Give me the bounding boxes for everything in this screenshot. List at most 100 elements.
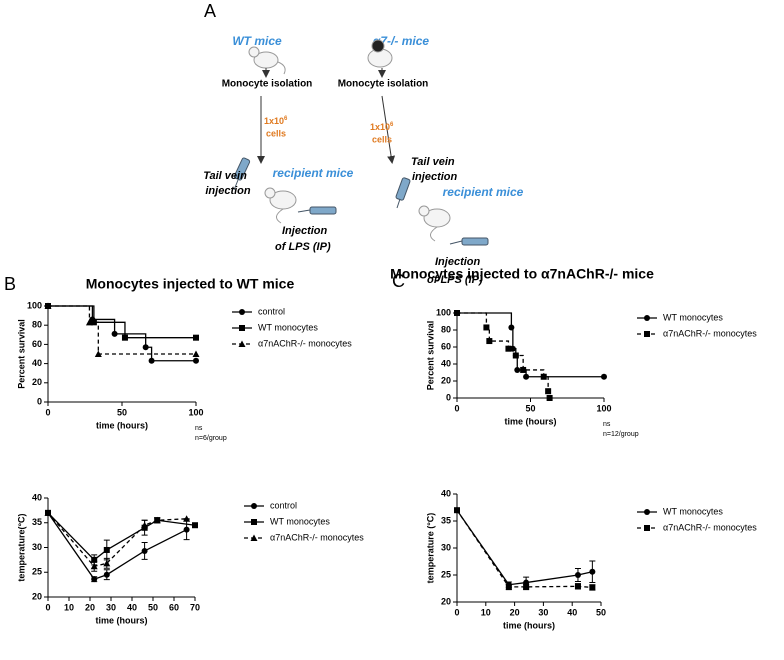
- y-tick-label: 20: [441, 375, 451, 385]
- chart: 0 50 100 0 20 40 60 80 100 time (hours) Percent su…: [16, 276, 352, 442]
- y-tick-label: 20: [32, 591, 42, 601]
- series-line: [47, 512, 196, 561]
- y-tick-label: 60: [441, 341, 451, 351]
- legend-marker: [644, 315, 650, 321]
- x-axis-label: time (hours): [504, 416, 556, 426]
- legend-marker: [238, 340, 246, 347]
- challenge: Injection: [282, 225, 328, 237]
- chart-title: Monocytes injected to WT mice: [86, 276, 295, 292]
- x-tick-label: 0: [45, 407, 50, 417]
- challenge: Injection: [435, 256, 481, 268]
- recipient: recipient mice: [273, 166, 354, 180]
- marker: [512, 352, 519, 359]
- marker: [505, 345, 512, 352]
- marker: [153, 516, 161, 524]
- x-tick-label: 100: [596, 403, 611, 413]
- marker: [91, 556, 98, 563]
- y-axis-label: temperature (°C): [425, 513, 435, 584]
- donor: α7-/- mice: [373, 34, 429, 48]
- diagram: A WT mice Monocyte isolation 1x106 cells…: [203, 1, 523, 286]
- series-line: [47, 512, 187, 580]
- y-tick-label: 35: [441, 515, 451, 525]
- x-tick-label: 0: [454, 403, 459, 413]
- marker: [85, 318, 93, 326]
- legend-label: WT monocytes: [663, 312, 723, 322]
- x-tick-label: 50: [525, 403, 535, 413]
- legend-label: WT monocytes: [663, 506, 723, 516]
- x-tick-label: 40: [567, 607, 577, 617]
- x-tick-label: 0: [45, 602, 50, 612]
- dose-unit: cells: [266, 128, 286, 138]
- annotation: ns: [603, 421, 611, 428]
- dose: 1x106: [264, 116, 288, 127]
- marker: [90, 562, 98, 570]
- marker: [574, 572, 581, 578]
- y-tick-label: 40: [441, 358, 451, 368]
- marker: [94, 350, 102, 357]
- marker: [545, 388, 552, 395]
- x-tick-label: 50: [117, 407, 127, 417]
- legend-label: WT monocytes: [258, 322, 318, 332]
- legend-marker: [251, 519, 257, 525]
- legend-label: control: [258, 306, 285, 316]
- series-line: [456, 509, 593, 586]
- marker: [520, 366, 527, 373]
- marker: [121, 334, 128, 341]
- legend-marker: [239, 325, 245, 331]
- marker: [183, 515, 191, 522]
- legend-marker: [644, 525, 650, 531]
- marker: [90, 319, 97, 326]
- route: Tail vein: [411, 156, 455, 168]
- series-line: [48, 305, 196, 339]
- marker: [141, 521, 149, 529]
- dose-base: 1x10: [264, 116, 284, 126]
- x-tick-label: 50: [148, 602, 158, 612]
- marker: [44, 509, 52, 516]
- marker: [193, 357, 199, 364]
- marker: [546, 395, 553, 401]
- legend-label: α7nAChR-/- monocytes: [663, 328, 757, 338]
- legend-label: α7nAChR-/- monocytes: [258, 338, 352, 348]
- panel-label: B: [4, 274, 16, 294]
- y-tick-label: 0: [446, 392, 451, 402]
- x-tick-label: 20: [85, 602, 95, 612]
- legend-marker: [250, 534, 258, 541]
- annotation: ns: [195, 425, 203, 432]
- x-axis-label: time (hours): [96, 420, 148, 430]
- annotation: n=6/group: [195, 435, 227, 442]
- mouse-icon: [367, 39, 393, 68]
- legend-label: control: [270, 500, 297, 510]
- chart-title: Monocytes injected to α7nAChR-/- mice: [390, 266, 654, 282]
- isolation: Monocyte isolation: [222, 79, 313, 90]
- marker: [192, 350, 200, 357]
- dose-base: 1x10: [370, 122, 390, 132]
- series-line: [48, 305, 196, 355]
- chart: 0 50 100 0 20 40 60 80 100 time (hours) Percent su…: [390, 266, 757, 438]
- syringe: [395, 177, 411, 209]
- marker: [523, 373, 530, 380]
- x-tick-label: 40: [127, 602, 137, 612]
- legend-marker: [644, 509, 650, 515]
- y-tick-label: 20: [32, 377, 42, 387]
- marker: [508, 324, 515, 331]
- panel-label: C: [392, 271, 405, 291]
- y-axis-label: Percent survival: [16, 319, 26, 389]
- series-line: [48, 305, 196, 362]
- route: Tail vein: [203, 170, 247, 182]
- y-tick-label: 30: [441, 542, 451, 552]
- y-axis-label: Percent survival: [425, 321, 435, 391]
- series-line: [457, 312, 551, 398]
- y-tick-label: 30: [32, 542, 42, 552]
- dose-exponent: 6: [390, 122, 394, 128]
- dose: 1x106: [370, 122, 394, 133]
- x-tick-label: 10: [64, 602, 74, 612]
- x-tick-label: 60: [169, 602, 179, 612]
- marker: [514, 366, 521, 373]
- syringe: [449, 237, 489, 246]
- marker: [103, 571, 110, 578]
- series-line: [457, 312, 604, 378]
- isolation: Monocyte isolation: [338, 79, 429, 90]
- marker: [454, 507, 460, 514]
- y-tick-label: 60: [32, 339, 42, 349]
